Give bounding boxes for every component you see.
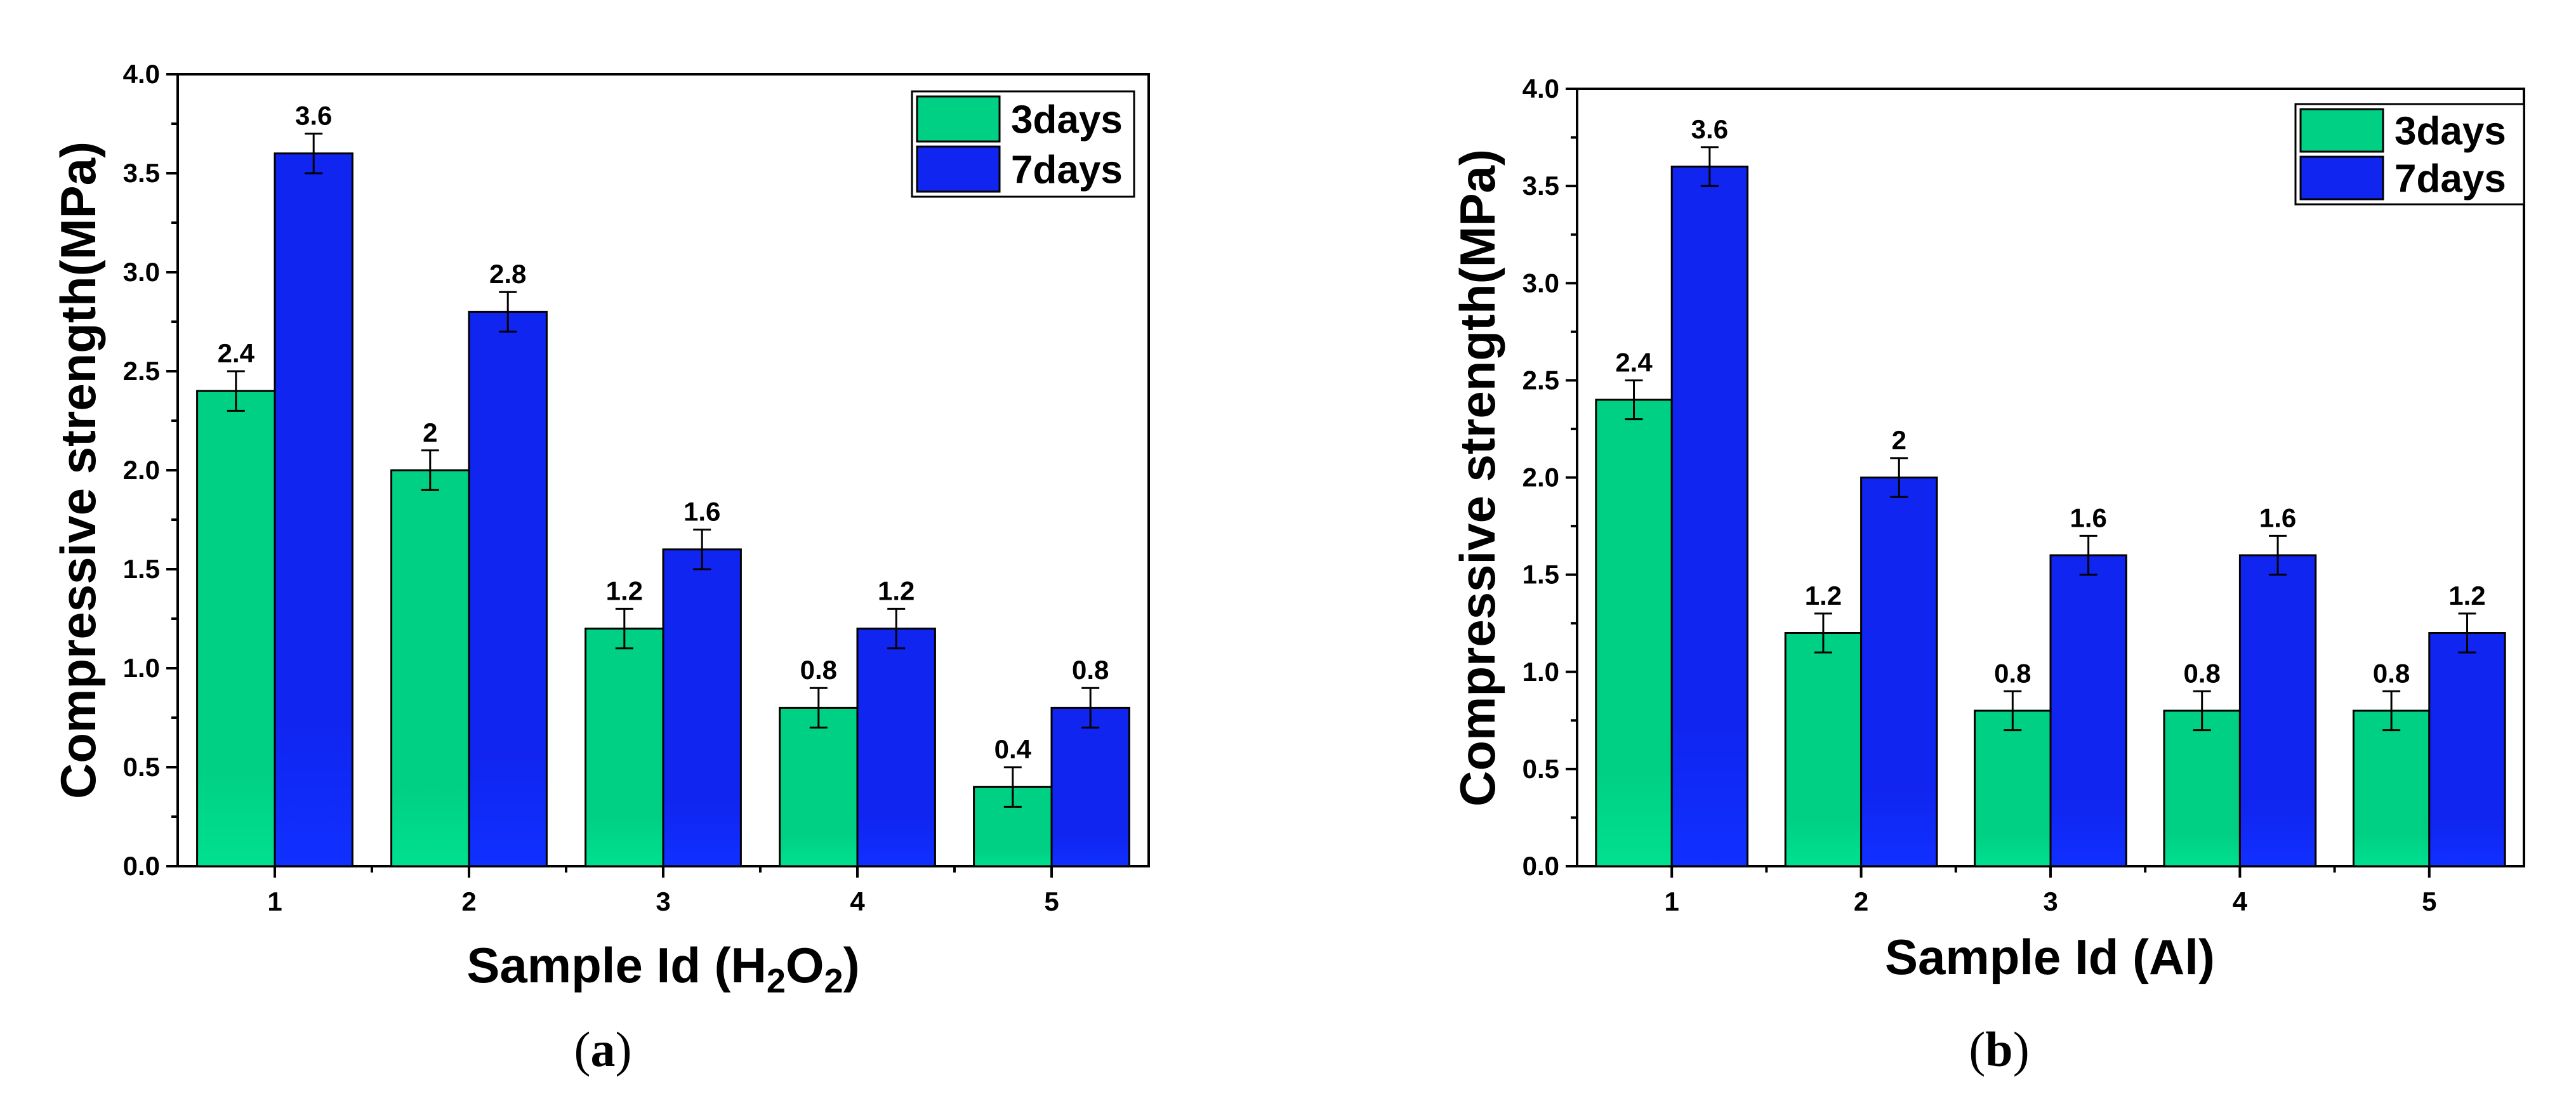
x-tick-label: 1 [1665, 886, 1679, 916]
bar-3days [1595, 399, 1673, 867]
x-axis-title-subscript: 2 [767, 962, 786, 1000]
y-axis-title: Compressive strength(MPa) [50, 142, 106, 799]
y-axis: 0.0 0.5 1.0 1.5 2.0 2.5 3.0 3.5 4.0 [1522, 74, 1577, 881]
data-label: 2.4 [1615, 347, 1653, 377]
y-tick-label: 0.5 [1522, 754, 1559, 784]
legend-swatch-3days [916, 95, 1001, 143]
x-tick-label: 4 [2233, 886, 2248, 916]
y-tick-label: 2.5 [123, 356, 160, 386]
panel-caption-letter: b [1985, 1022, 2012, 1077]
y-tick-label: 0.0 [1522, 851, 1559, 881]
bar-3days [1974, 709, 2052, 867]
data-label: 1.2 [606, 576, 643, 605]
bar-3days [2352, 709, 2431, 867]
y-tick-label: 3.5 [1522, 171, 1559, 201]
x-tick-label: 1 [267, 886, 282, 916]
data-label: 1.6 [2070, 503, 2106, 532]
y-tick-label: 1.5 [123, 554, 160, 584]
data-label: 1.6 [684, 497, 720, 527]
bar-7days [856, 628, 936, 867]
data-label: 0.8 [2184, 658, 2221, 688]
x-axis-title-part: O [786, 937, 824, 993]
panel-caption: (a) [574, 1022, 632, 1077]
bar-3days [585, 628, 664, 867]
data-label: 3.6 [295, 101, 332, 131]
y-tick-label: 3.0 [1522, 268, 1559, 298]
y-axis: 0.0 0.5 1.0 1.5 2.0 2.5 3.0 3.5 4.0 [123, 59, 178, 881]
bar-7days [274, 152, 353, 867]
y-tick-label: 3.0 [123, 257, 160, 287]
data-label: 0.8 [800, 655, 837, 685]
bar-3days [779, 706, 859, 867]
x-axis-title: Sample Id (Al) [1885, 929, 2215, 985]
data-label: 0.8 [1072, 655, 1109, 685]
x-tick-label: 2 [461, 886, 476, 916]
x-tick-label: 3 [2043, 886, 2057, 916]
bar-7days [662, 548, 742, 867]
data-label: 0.8 [2373, 658, 2410, 688]
bar-7days [2238, 554, 2317, 867]
x-axis: 1 2 3 4 5 [267, 866, 1059, 916]
data-label: 1.2 [878, 576, 915, 605]
legend-swatch-7days [2299, 155, 2384, 201]
y-tick-label: 4.0 [1522, 74, 1559, 103]
data-label: 2.4 [218, 338, 255, 368]
bar-7days [1050, 706, 1130, 867]
data-label: 2 [423, 418, 437, 447]
legend-label-3days: 3days [1011, 98, 1123, 142]
data-label: 2 [1892, 425, 1906, 455]
x-tick-label: 3 [656, 886, 670, 916]
bar-group: 2.4 3.6 2 2.8 1.2 1.6 0.8 1.2 0.4 0.8 [196, 101, 1130, 867]
legend-swatch-3days [2299, 108, 2384, 153]
bar-7days [468, 310, 548, 867]
bar-3days [196, 390, 276, 867]
data-label: 2.8 [489, 259, 526, 289]
x-tick-label: 4 [850, 886, 865, 916]
legend-label-3days: 3days [2394, 110, 2506, 154]
data-label: 3.6 [1691, 114, 1728, 144]
y-tick-label: 4.0 [123, 59, 160, 89]
data-label: 0.4 [994, 734, 1032, 764]
bar-7days [2049, 554, 2127, 867]
legend: 3days 7days [911, 90, 1135, 198]
bar-group: 2.4 3.6 1.2 2 0.8 1.6 0.8 1.6 0.8 1.2 [1595, 114, 2506, 867]
y-tick-label: 0.0 [123, 851, 160, 881]
x-tick-label: 5 [2422, 886, 2436, 916]
legend-label-7days: 7days [1011, 148, 1123, 192]
bar-3days [390, 469, 470, 867]
y-tick-label: 1.5 [1522, 560, 1559, 590]
y-tick-label: 1.0 [1522, 657, 1559, 687]
x-axis: 1 2 3 4 5 [1665, 866, 2436, 916]
bar-7days [1670, 166, 1749, 867]
y-tick-label: 0.5 [123, 752, 160, 782]
x-axis-title: Sample Id (H2O2) [466, 937, 859, 1000]
y-axis-title: Compressive strength(MPa) [1450, 149, 1505, 807]
y-tick-label: 2.5 [1522, 365, 1559, 395]
legend-swatch-7days [916, 145, 1001, 193]
y-tick-label: 3.5 [123, 158, 160, 188]
x-tick-label: 5 [1044, 886, 1059, 916]
legend-label-7days: 7days [2394, 157, 2506, 201]
bar-3days [1784, 632, 1863, 867]
x-axis-title-part: ) [843, 937, 860, 993]
bar-7days [1860, 477, 1938, 867]
data-label: 1.2 [2448, 581, 2485, 610]
chart-panel-b: 0.0 0.5 1.0 1.5 2.0 2.5 3.0 3.5 4.0 1 2 3 4 5 2.4 3.6… [1450, 74, 2525, 1077]
data-label: 1.2 [1805, 581, 1842, 610]
y-tick-label: 1.0 [123, 653, 160, 683]
x-tick-label: 2 [1854, 886, 1868, 916]
x-axis-title-part: Sample Id (H [466, 937, 766, 993]
bar-3days [2163, 709, 2241, 867]
chart-panel-a: 0.0 0.5 1.0 1.5 2.0 2.5 3.0 3.5 4.0 1 2 3 4 5 2.4 3.6… [50, 59, 1150, 1077]
x-axis-title-subscript: 2 [824, 962, 843, 1000]
y-tick-label: 2.0 [1522, 463, 1559, 492]
panel-caption-letter: a [591, 1022, 616, 1077]
y-tick-label: 2.0 [123, 455, 160, 485]
panel-caption: (b) [1969, 1022, 2029, 1077]
data-label: 0.8 [1994, 658, 2031, 688]
data-label: 1.6 [2259, 503, 2296, 532]
bar-7days [2428, 632, 2506, 867]
